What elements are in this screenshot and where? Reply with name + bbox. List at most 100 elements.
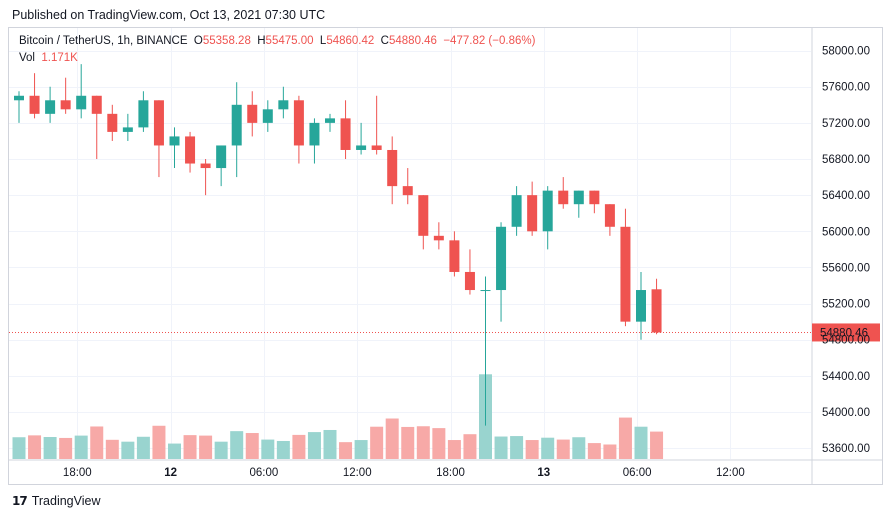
candle — [122, 113, 133, 141]
candle-body — [60, 100, 71, 110]
last-price-badge — [812, 323, 880, 342]
volume-bar — [168, 443, 181, 459]
time-tick-label: 12:00 — [343, 467, 372, 479]
volume-bar — [136, 436, 150, 459]
candle-body — [122, 127, 133, 132]
volume-bar — [556, 439, 570, 459]
volume-bar — [12, 437, 26, 459]
candle — [60, 77, 71, 114]
candle — [309, 118, 320, 164]
volume-bar — [230, 431, 244, 459]
candle-body — [262, 109, 273, 123]
time-tick-label: 06:00 — [623, 467, 652, 479]
candle — [573, 190, 584, 218]
price-change: −477.82 (−0.86%) — [443, 35, 536, 47]
candle-body — [91, 95, 102, 114]
volume-value: 1.171K — [41, 52, 78, 64]
volume-bar — [59, 437, 73, 459]
candle — [527, 181, 538, 236]
symbol-legend: Bitcoin / TetherUS, 1h, BINANCE O55358.2… — [19, 35, 535, 47]
time-axis[interactable]: 18:00 12 06:00 12:00 18:00 13 06:00 12:00 — [63, 467, 745, 479]
candle — [402, 168, 413, 205]
volume-bar — [416, 426, 430, 459]
candle — [589, 190, 600, 214]
volume-bar — [603, 444, 617, 459]
candle — [511, 186, 522, 236]
high-value: 55475.00 — [265, 35, 314, 47]
candle — [262, 100, 273, 132]
volume-bar — [385, 418, 399, 459]
footer-brand[interactable]: 17 TradingView — [12, 494, 101, 508]
price-tick-label: 58000.00 — [822, 46, 870, 58]
candle-body — [589, 190, 600, 205]
candle — [356, 122, 367, 155]
volume-bar — [183, 435, 197, 459]
volume-bar — [401, 426, 415, 459]
chart-frame — [8, 27, 883, 485]
time-tick-label: 12 — [164, 467, 177, 479]
candle — [76, 64, 87, 119]
volume-bar — [121, 441, 135, 459]
tradingview-logo-icon: 17 — [12, 494, 28, 508]
open-value: 55358.28 — [202, 35, 251, 47]
candle-body — [309, 122, 320, 146]
candle-body — [247, 104, 258, 123]
volume-bar — [541, 437, 555, 459]
candle — [558, 177, 569, 209]
volume-bar — [74, 435, 88, 459]
candle — [480, 276, 491, 426]
candle-body — [449, 240, 460, 272]
volume-bar — [650, 431, 664, 459]
price-tick-label: 57600.00 — [822, 82, 870, 94]
candle — [636, 271, 646, 340]
candle-body — [433, 235, 444, 241]
candle-body — [542, 190, 553, 232]
high-label: H — [257, 35, 266, 47]
candle — [185, 131, 196, 173]
candle-body — [480, 290, 491, 292]
candle — [107, 104, 118, 141]
candle-body — [76, 95, 87, 110]
volume-label: Vol — [19, 52, 35, 64]
volume-bar — [587, 443, 601, 459]
candle-body — [216, 145, 227, 169]
volume-legend: Vol 1.171K — [19, 52, 78, 64]
candle — [216, 145, 227, 187]
candle-body — [356, 145, 367, 150]
candle-body — [636, 290, 646, 322]
candle — [153, 100, 164, 178]
volume-bar — [245, 433, 259, 459]
candle — [169, 127, 180, 169]
candle-body — [169, 136, 180, 146]
price-tick-label: 54000.00 — [822, 407, 870, 419]
volume-bar — [525, 440, 539, 459]
volume-bar — [292, 434, 306, 459]
candle — [91, 95, 102, 160]
volume-bar — [634, 426, 648, 459]
candle-body — [200, 163, 211, 169]
volume-bar — [43, 437, 57, 459]
price-tick-label: 56400.00 — [822, 190, 870, 202]
volume-bar — [618, 417, 632, 459]
time-tick-label: 06:00 — [250, 467, 279, 479]
volume-bar — [307, 432, 321, 459]
candle — [387, 136, 398, 205]
candle-body — [651, 289, 662, 333]
price-tick-label: 56000.00 — [822, 226, 870, 238]
low-label: L — [319, 35, 327, 47]
candle-body — [138, 100, 149, 128]
time-tick-label: 13 — [537, 467, 550, 479]
candle-body — [278, 100, 289, 110]
volume-bar — [152, 425, 166, 459]
candle — [371, 95, 382, 155]
candle-body — [620, 226, 631, 322]
candle — [200, 159, 211, 196]
volume-bar — [432, 428, 446, 459]
volume-bar — [105, 439, 119, 459]
price-axis[interactable]: 58000.00 57600.00 57200.00 56800.00 56400.00… — [822, 46, 870, 456]
candle-body — [387, 149, 398, 187]
candle — [542, 186, 553, 250]
candle-body — [185, 136, 196, 164]
candle-body — [402, 186, 413, 196]
